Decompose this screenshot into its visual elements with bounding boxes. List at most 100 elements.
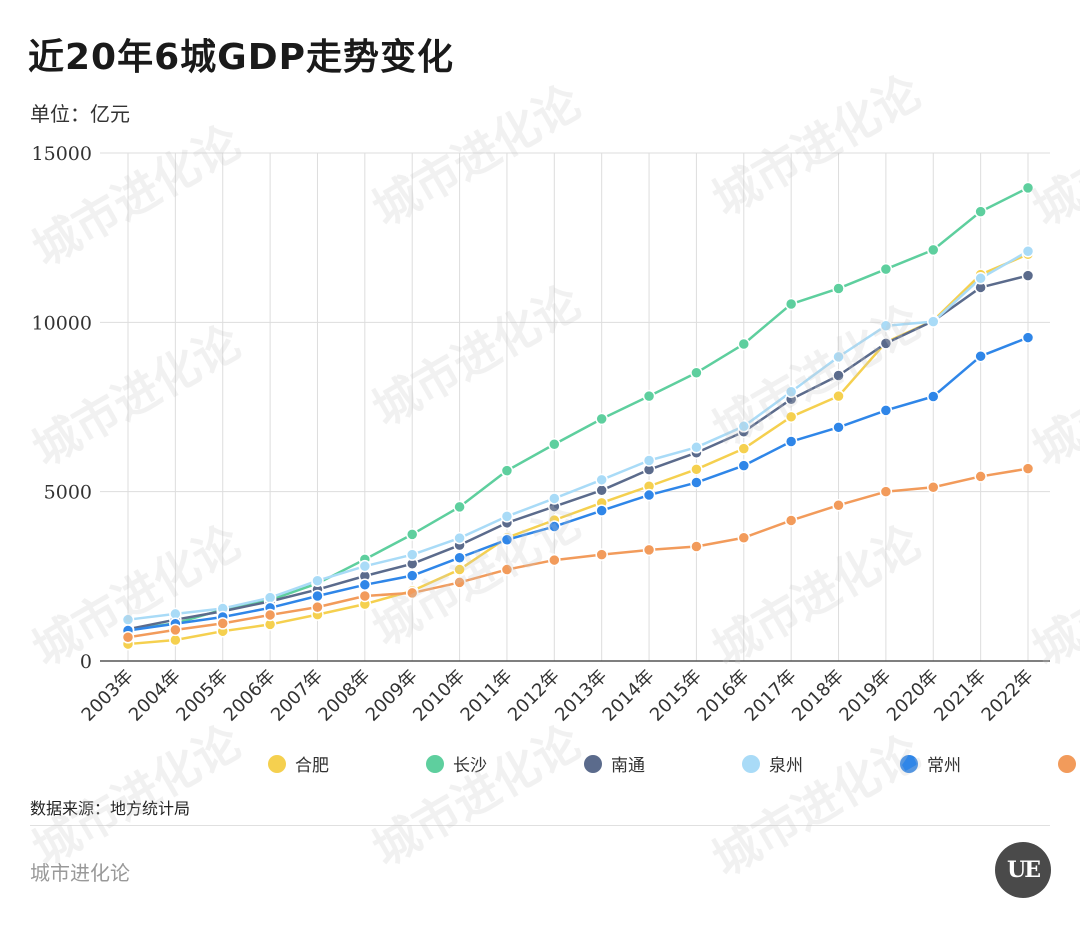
brand-logo: UE xyxy=(995,842,1051,898)
x-tick-label: 2011年 xyxy=(457,666,517,726)
data-point-泉州 xyxy=(405,548,419,561)
legend-swatch xyxy=(900,754,918,773)
data-point-南通 xyxy=(1021,269,1035,282)
data-point-合肥 xyxy=(453,563,466,576)
data-point-泉州 xyxy=(879,319,893,332)
data-point-常州 xyxy=(737,459,751,472)
x-tick-label: 2017年 xyxy=(741,666,801,726)
data-point-泉州 xyxy=(642,454,656,467)
data-point-洛阳 xyxy=(263,608,277,622)
x-tick-label: 2021年 xyxy=(930,666,990,726)
data-point-洛阳 xyxy=(974,470,987,483)
data-point-常州 xyxy=(832,421,845,434)
data-point-泉州 xyxy=(500,510,514,523)
data-point-常州 xyxy=(642,488,656,502)
data-point-泉州 xyxy=(121,613,135,626)
data-point-洛阳 xyxy=(121,631,135,644)
x-tick-label: 2016年 xyxy=(693,666,753,726)
x-tick-label: 2019年 xyxy=(835,666,895,726)
data-point-洛阳 xyxy=(548,553,561,567)
data-point-洛阳 xyxy=(784,514,798,527)
legend-swatch xyxy=(1058,754,1076,773)
data-point-洛阳 xyxy=(453,576,466,589)
legend-item: 泉州 xyxy=(742,751,900,776)
data-point-长沙 xyxy=(595,412,608,426)
legend-swatch xyxy=(584,754,602,773)
legend-item: 长沙 xyxy=(426,751,584,776)
data-point-洛阳 xyxy=(358,589,372,603)
data-point-洛阳 xyxy=(169,623,182,637)
legend-item: 合肥 xyxy=(268,751,426,776)
legend-label: 泉州 xyxy=(769,756,803,776)
x-tick-label: 2013年 xyxy=(551,666,611,726)
data-point-洛阳 xyxy=(500,563,514,576)
series-line-常州 xyxy=(127,336,1029,632)
data-point-常州 xyxy=(1021,331,1035,344)
legend-item: 南通 xyxy=(584,751,742,776)
x-tick-label: 2007年 xyxy=(267,666,327,726)
series-line-南通 xyxy=(127,274,1029,631)
data-point-合肥 xyxy=(690,463,703,476)
data-point-洛阳 xyxy=(879,485,893,498)
data-point-常州 xyxy=(595,504,608,517)
x-tick-label: 2010年 xyxy=(409,666,469,726)
legend-label: 南通 xyxy=(611,756,645,776)
y-tick-label: 10000 xyxy=(32,312,92,334)
data-point-长沙 xyxy=(784,297,798,311)
y-tick-label: 5000 xyxy=(44,482,92,504)
data-point-泉州 xyxy=(690,441,703,454)
data-point-泉州 xyxy=(595,473,608,487)
data-point-泉州 xyxy=(832,350,845,364)
footer-brand: 城市进化论 xyxy=(30,861,130,885)
data-point-常州 xyxy=(927,390,940,403)
data-point-洛阳 xyxy=(690,540,703,553)
data-point-泉州 xyxy=(548,492,561,505)
data-point-常州 xyxy=(548,520,561,533)
data-point-长沙 xyxy=(927,243,940,257)
x-tick-label: 2014年 xyxy=(599,666,659,726)
series-line-长沙 xyxy=(127,186,1029,631)
legend-swatch xyxy=(426,754,444,773)
y-tick-label: 0 xyxy=(80,651,92,673)
data-point-常州 xyxy=(500,533,514,547)
data-point-长沙 xyxy=(974,205,987,218)
data-point-洛阳 xyxy=(595,548,608,561)
data-point-长沙 xyxy=(642,389,656,403)
data-point-洛阳 xyxy=(405,586,419,600)
x-tick-label: 2006年 xyxy=(220,666,280,726)
x-tick-label: 2015年 xyxy=(646,666,706,726)
y-tick-label: 15000 xyxy=(32,143,92,165)
data-point-洛阳 xyxy=(737,531,751,544)
series-line-合肥 xyxy=(127,253,1029,646)
legend-label: 长沙 xyxy=(453,756,487,776)
unit-label: 单位：亿元 xyxy=(30,102,130,126)
data-point-泉州 xyxy=(263,591,277,604)
data-point-洛阳 xyxy=(642,543,656,557)
data-point-泉州 xyxy=(974,272,987,285)
x-tick-label: 2004年 xyxy=(125,666,185,726)
legend-label: 常州 xyxy=(927,756,961,776)
footer-divider xyxy=(30,825,1050,826)
data-point-泉州 xyxy=(737,420,751,433)
data-point-常州 xyxy=(453,551,466,564)
data-point-长沙 xyxy=(1021,181,1035,195)
series-line-洛阳 xyxy=(127,467,1029,639)
data-point-常州 xyxy=(311,589,324,603)
data-point-南通 xyxy=(832,369,845,382)
x-tick-label: 2003年 xyxy=(78,666,138,726)
data-point-泉州 xyxy=(784,385,798,399)
data-point-长沙 xyxy=(690,366,703,380)
x-tick-label: 2018年 xyxy=(788,666,848,726)
data-point-长沙 xyxy=(737,337,751,351)
x-tick-label: 2020年 xyxy=(883,666,943,726)
x-tick-label: 2005年 xyxy=(172,666,232,726)
data-point-合肥 xyxy=(832,389,845,403)
data-point-合肥 xyxy=(737,442,751,455)
data-point-常州 xyxy=(784,435,798,448)
line-chart: 0 5000 10000 15000 2003年2004年2005年2006年2007年… xyxy=(32,143,1050,726)
chart-title: 近20年6城GDP走势变化 xyxy=(28,37,454,78)
data-point-长沙 xyxy=(453,500,466,514)
data-point-常州 xyxy=(974,349,987,363)
chart-legend: 合肥 长沙 南通 泉州 常州 洛阳 xyxy=(268,751,1080,776)
legend-swatch xyxy=(268,754,286,773)
